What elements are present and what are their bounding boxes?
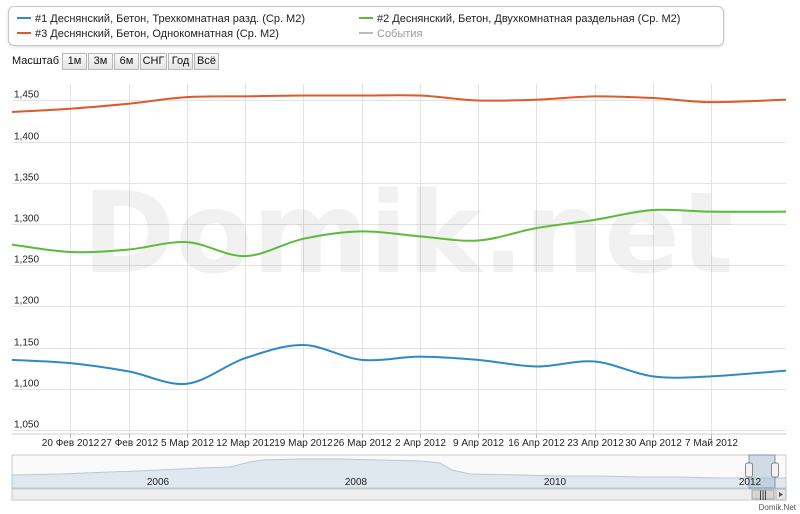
footer-brand: Domik.Net xyxy=(758,503,796,512)
y-tick-label: 1,100 xyxy=(14,379,39,390)
scrollbar-track[interactable] xyxy=(11,488,787,501)
x-tick-label: 27 Фев 2012 xyxy=(101,438,159,449)
x-tick-label: 7 Май 2012 xyxy=(685,438,738,449)
zoom-button-year[interactable]: Год xyxy=(168,53,193,70)
navigator-year-label: 2012 xyxy=(739,477,762,488)
legend-item-events[interactable]: События xyxy=(359,27,422,41)
zoom-button-3m[interactable]: 3м xyxy=(88,53,113,70)
series-lines xyxy=(11,94,787,386)
navigator-year-label: 2010 xyxy=(544,477,567,488)
series-3-line xyxy=(11,94,787,113)
grid xyxy=(12,84,786,434)
legend-item-series-2[interactable]: #2 Деснянский, Бетон, Двухкомнатная разд… xyxy=(359,12,680,26)
y-tick-label: 1,150 xyxy=(14,338,39,349)
series-2-line xyxy=(11,208,787,258)
legend-series-2-swatch xyxy=(359,17,373,20)
scrollbar-thumb[interactable] xyxy=(751,489,775,500)
x-tick-label: 20 Фев 2012 xyxy=(42,438,100,449)
y-tick-label: 1,450 xyxy=(14,90,39,101)
legend-item-series-3[interactable]: #3 Деснянский, Бетон, Однокомнатная (Ср.… xyxy=(17,27,279,41)
zoom-button-1m[interactable]: 1м xyxy=(62,53,87,70)
y-tick-label: 1,300 xyxy=(14,214,39,225)
legend-item-series-1[interactable]: #1 Деснянский, Бетон, Трехкомнатная разд… xyxy=(17,12,305,26)
y-tick-label: 1,250 xyxy=(14,255,39,266)
scrollbar-grip-icon: ||| xyxy=(759,490,767,501)
navigator-year-label: 2006 xyxy=(147,477,170,488)
navigator: 2006 2008 2010 2012 ||| xyxy=(11,454,787,501)
watermark: Domik.net xyxy=(82,169,733,299)
navigator-left-handle[interactable] xyxy=(745,462,753,478)
zoom-button-6m[interactable]: 6м xyxy=(114,53,139,70)
legend-series-3-label: #3 Деснянский, Бетон, Однокомнатная (Ср.… xyxy=(35,28,279,40)
x-tick-label: 26 Мар 2012 xyxy=(333,438,392,449)
legend-box: #1 Деснянский, Бетон, Трехкомнатная разд… xyxy=(8,6,724,46)
x-tick-label: 19 Мар 2012 xyxy=(274,438,333,449)
legend-series-2-label: #2 Деснянский, Бетон, Двухкомнатная разд… xyxy=(377,13,681,25)
y-tick-label: 1,200 xyxy=(14,296,39,307)
x-tick-label: 30 Апр 2012 xyxy=(625,438,682,449)
x-tick-label: 9 Апр 2012 xyxy=(453,438,504,449)
navigator-right-handle[interactable] xyxy=(771,462,779,478)
navigator-year-label: 2008 xyxy=(345,477,368,488)
legend-series-3-swatch xyxy=(17,32,31,35)
navigator-area xyxy=(11,458,787,489)
legend-series-1-swatch xyxy=(17,17,31,20)
x-tick-label: 2 Апр 2012 xyxy=(395,438,446,449)
y-axis: 1,050 1,100 1,150 1,200 1,250 1,300 1,350 1,400… xyxy=(14,90,39,431)
x-tick-label: 5 Мар 2012 xyxy=(161,438,214,449)
legend-series-1-label: #1 Деснянский, Бетон, Трехкомнатная разд… xyxy=(35,13,305,25)
legend-events-label: События xyxy=(377,28,423,40)
x-tick-label: 12 Мар 2012 xyxy=(216,438,275,449)
chevron-right-icon xyxy=(779,492,783,497)
y-tick-label: 1,050 xyxy=(14,420,39,431)
zoom-button-all[interactable]: Всё xyxy=(194,53,219,70)
x-tick-label: 16 Апр 2012 xyxy=(508,438,565,449)
x-tick-label: 23 Апр 2012 xyxy=(567,438,624,449)
y-tick-label: 1,350 xyxy=(14,173,39,184)
series-1-line xyxy=(11,344,787,386)
x-axis: 20 Фев 2012 27 Фев 2012 5 Мар 2012 12 Мар 2… xyxy=(42,434,738,449)
zoom-label: Масштаб xyxy=(12,55,60,67)
legend-events-swatch xyxy=(359,32,373,35)
y-tick-label: 1,400 xyxy=(14,132,39,143)
zoom-button-cis[interactable]: СНГ xyxy=(140,53,167,70)
